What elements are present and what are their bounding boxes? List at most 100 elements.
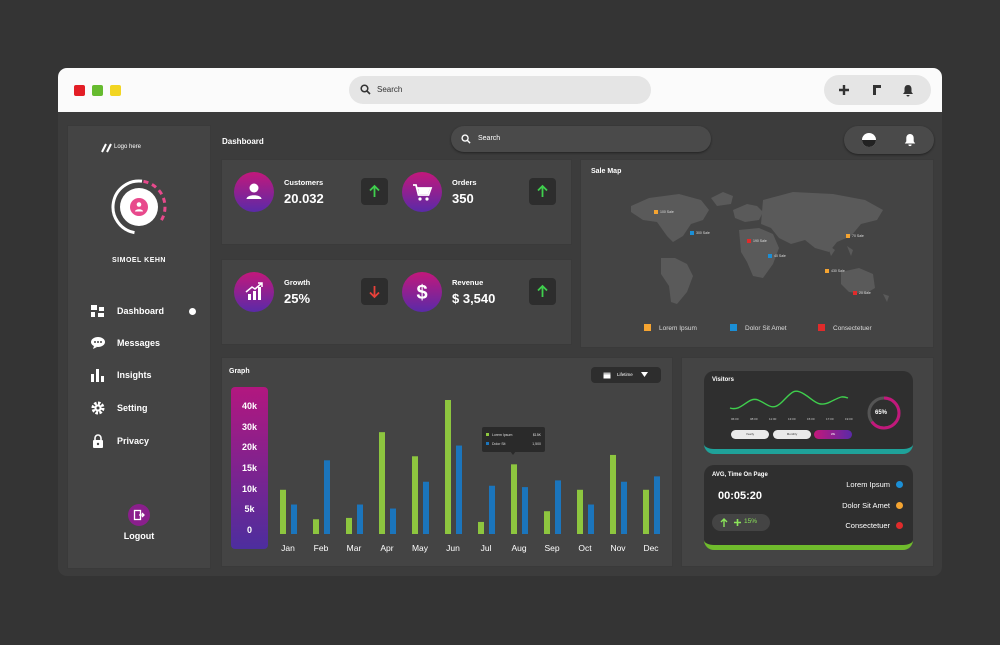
x-tick-label: Apr — [380, 543, 393, 553]
map-pin[interactable] — [846, 234, 850, 238]
active-indicator — [189, 308, 196, 315]
copy-icon[interactable] — [869, 82, 885, 98]
header-actions — [844, 126, 934, 154]
bar-jun-series2[interactable] — [456, 445, 462, 534]
sidebar-item-dashboard[interactable]: Dashboard — [90, 303, 200, 319]
avg-change-badge: 15% — [712, 514, 770, 531]
avg-time-title: AVG, Time On Page — [712, 472, 768, 478]
user-icon — [234, 172, 274, 212]
chat-icon — [91, 337, 105, 349]
avg-legend-item: Consectetuer — [845, 521, 903, 530]
map-pin-label: 20 Sale — [859, 291, 871, 295]
y-tick-label: 40k — [241, 401, 258, 411]
sale-map-title: Sale Map — [591, 168, 622, 175]
sidebar-item-label: Setting — [117, 403, 148, 413]
bar-aug-series2[interactable] — [522, 487, 528, 534]
visitors-title: Visitors — [712, 377, 734, 383]
maximize-window-button[interactable] — [92, 85, 103, 96]
x-tick-label: May — [412, 543, 429, 553]
bar-apr-series1[interactable] — [379, 432, 385, 534]
visitors-gauge — [867, 396, 901, 430]
bell-icon[interactable] — [902, 132, 918, 148]
avatar[interactable] — [110, 178, 168, 236]
bar-may-series2[interactable] — [423, 481, 429, 534]
y-tick-label: 20k — [241, 442, 258, 452]
map-legend-item: Dolor Sit Amet — [730, 324, 787, 332]
graph-panel: Graph Lifetime 40k 30k 20k 15k 10k 5k 0 … — [222, 358, 672, 566]
bar-chart-icon — [91, 369, 104, 382]
bar-feb-series1[interactable] — [313, 519, 319, 534]
avg-legend-item: Lorem Ipsum — [846, 480, 903, 489]
map-pin[interactable] — [825, 269, 829, 273]
lifetime-dropdown[interactable]: Lifetime — [591, 367, 661, 383]
logout-button[interactable] — [128, 504, 150, 526]
map-pin[interactable] — [768, 254, 772, 258]
bar-dec-series1[interactable] — [643, 489, 649, 534]
bar-sep-series1[interactable] — [544, 511, 550, 534]
customers-stat: Customers 20.032 — [234, 172, 404, 232]
lifetime-label: Lifetime — [617, 372, 633, 377]
bar-nov-series1[interactable] — [610, 454, 616, 534]
search-input[interactable]: Search — [451, 126, 711, 152]
stat-title: Revenue — [452, 278, 484, 287]
sidebar-item-label: Messages — [117, 338, 161, 348]
visitors-tick: 06:00 — [731, 417, 739, 421]
logout-label[interactable]: Logout — [123, 531, 155, 541]
browser-search-input[interactable]: Search — [349, 76, 651, 104]
avg-time-value: 00:05:20 — [718, 490, 763, 502]
x-tick-label: Jul — [481, 543, 492, 553]
x-tick-label: Oct — [578, 543, 592, 553]
bar-jan-series2[interactable] — [291, 504, 297, 534]
bar-jun-series1[interactable] — [445, 400, 451, 534]
logout-icon — [133, 509, 145, 521]
map-pin-label: 190 Sale — [753, 239, 767, 243]
bar-feb-series2[interactable] — [324, 460, 330, 534]
svg-text:$: $ — [416, 282, 427, 304]
sidebar-item-privacy[interactable]: Privacy — [90, 433, 200, 449]
search-icon — [360, 84, 371, 95]
bell-icon[interactable] — [900, 82, 916, 98]
dashboard-icon — [91, 305, 104, 317]
chevron-down-icon — [641, 372, 648, 377]
visitors-line-chart — [729, 390, 849, 410]
bar-may-series1[interactable] — [412, 456, 418, 534]
map-pin[interactable] — [690, 231, 694, 235]
bar-aug-series1[interactable] — [511, 464, 517, 534]
stat-value: 350 — [452, 191, 474, 206]
theme-toggle-icon[interactable] — [861, 132, 877, 148]
bar-jul-series2[interactable] — [489, 485, 495, 534]
close-window-button[interactable] — [74, 85, 85, 96]
bar-dec-series2[interactable] — [654, 476, 660, 534]
avg-time-card: AVG, Time On Page 00:05:20 15% Lorem Ips… — [704, 465, 913, 550]
map-pin[interactable] — [747, 239, 751, 243]
period-monthly-button[interactable]: Monthly — [773, 430, 811, 439]
y-tick-label: 10k — [241, 484, 258, 494]
bar-sep-series2[interactable] — [555, 480, 561, 534]
bar-jan-series1[interactable] — [280, 489, 286, 534]
dollar-icon: $ — [402, 272, 442, 312]
sidebar-item-messages[interactable]: Messages — [90, 335, 200, 351]
plus-icon[interactable] — [836, 82, 852, 98]
trend-up-icon — [529, 278, 556, 305]
period-weekly-button[interactable]: Wk — [814, 430, 852, 439]
sidebar-item-insights[interactable]: Insights — [90, 367, 200, 383]
bar-mar-series1[interactable] — [346, 517, 352, 534]
bar-apr-series2[interactable] — [390, 508, 396, 534]
minimize-window-button[interactable] — [110, 85, 121, 96]
bar-nov-series2[interactable] — [621, 481, 627, 534]
map-legend-item: Consectetuer — [818, 324, 872, 332]
bar-oct-series1[interactable] — [577, 489, 583, 534]
bar-oct-series2[interactable] — [588, 504, 594, 534]
x-tick-label: Feb — [314, 543, 329, 553]
stat-value: 25% — [284, 291, 311, 306]
stat-title: Orders — [452, 178, 477, 187]
map-pin[interactable] — [654, 210, 658, 214]
map-pin[interactable] — [853, 291, 857, 295]
visitors-tick: 19:00 — [845, 417, 853, 421]
bar-jul-series1[interactable] — [478, 521, 484, 534]
page-title: Dashboard — [222, 137, 264, 146]
sidebar-item-setting[interactable]: Setting — [90, 400, 200, 416]
x-tick-label: Aug — [511, 543, 526, 553]
period-yearly-button[interactable]: Yearly — [731, 430, 769, 439]
bar-mar-series2[interactable] — [357, 504, 363, 534]
